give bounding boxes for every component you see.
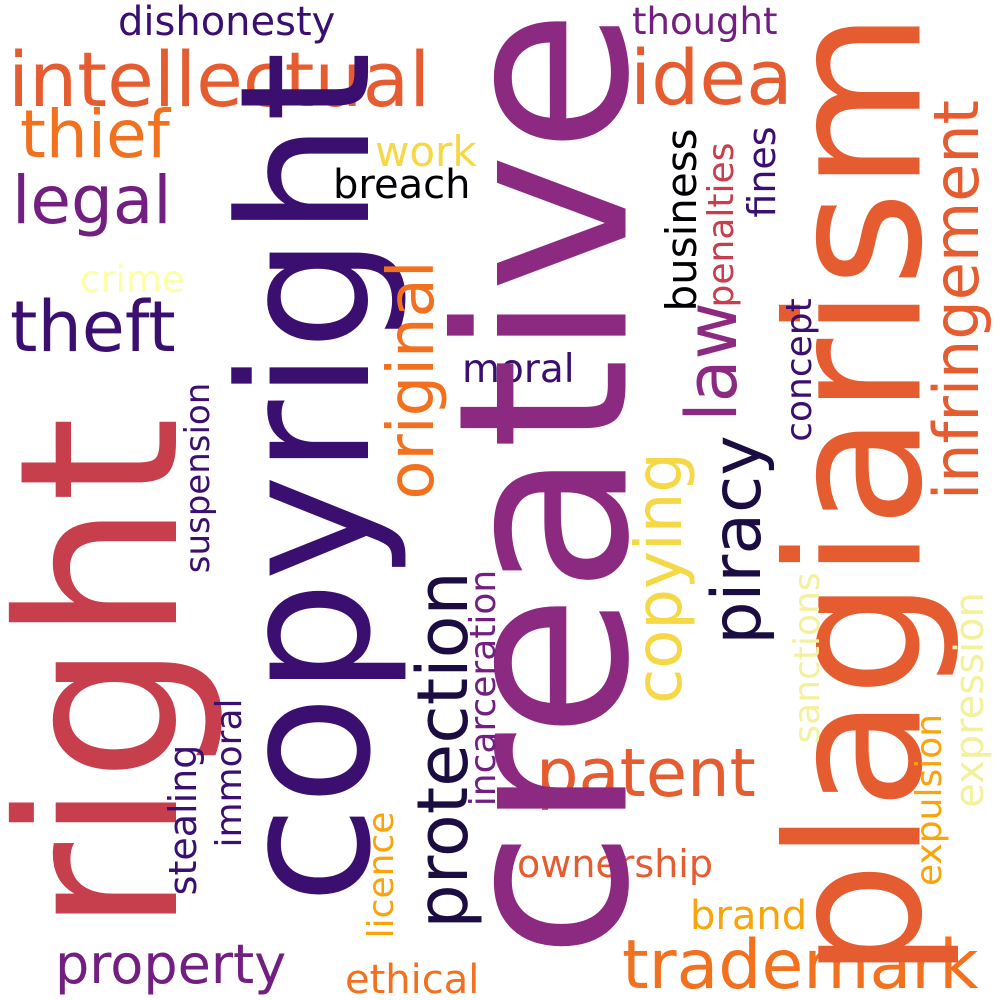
word-incarceration: incarceration <box>463 569 504 807</box>
word-ethical: ethical <box>345 957 480 1000</box>
word-moral: moral <box>462 347 575 392</box>
word-infringement: infringement <box>920 99 993 501</box>
word-thought: thought <box>632 0 778 43</box>
word-intellectual: intellectual <box>8 35 431 124</box>
word-work: work <box>375 127 477 176</box>
word-brand: brand <box>690 893 808 939</box>
word-original: original <box>375 260 449 500</box>
word-ownership: ownership <box>517 842 713 886</box>
word-fines: fines <box>740 126 784 218</box>
word-expression: expression <box>947 592 993 808</box>
word-copying: copying <box>623 452 697 704</box>
word-theft: theft <box>10 286 176 368</box>
word-immoral: immoral <box>209 698 250 848</box>
word-expulsion: expulsion <box>909 713 950 887</box>
word-concept: concept <box>779 298 820 442</box>
word-idea: idea <box>630 33 793 122</box>
word-property: property <box>55 933 287 996</box>
word-trademark: trademark <box>622 926 979 1000</box>
word-stealing: stealing <box>161 744 205 896</box>
word-sanctions: sanctions <box>787 572 828 744</box>
word-legal: legal <box>12 162 172 239</box>
word-penalties: penalties <box>701 142 742 308</box>
word-crime: crime <box>80 258 185 301</box>
word-piracy: piracy <box>698 435 777 645</box>
word-patent: patent <box>536 734 756 812</box>
word-business: business <box>657 128 706 312</box>
word-suspension: suspension <box>178 382 218 574</box>
word-licence: licence <box>361 811 402 939</box>
word-thief: thief <box>20 96 170 173</box>
word-law: law <box>671 302 753 422</box>
word-breach: breach <box>333 162 471 208</box>
word-dishonesty: dishonesty <box>118 0 336 45</box>
